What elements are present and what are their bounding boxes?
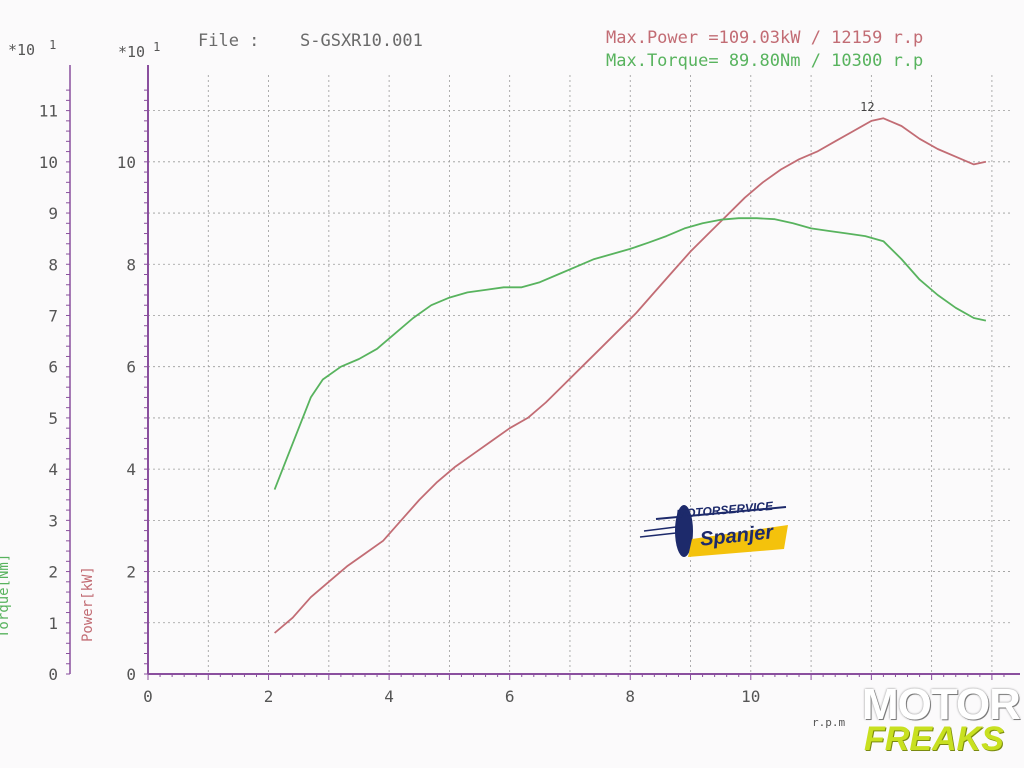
power-tick-label: 10 [117, 153, 136, 172]
torque-tick-label: 11 [39, 102, 58, 121]
torque-tick-label: 7 [48, 306, 58, 325]
file-label: File : [198, 31, 260, 51]
torque-axis-label: Torque[Nm] [0, 553, 12, 638]
power-tick-label: 8 [126, 255, 136, 274]
torque-tick-label: 8 [48, 255, 58, 274]
torque-tick-label: 6 [48, 358, 58, 377]
watermark-line-2: FREAKS [864, 720, 1004, 758]
motorservice-spanjer-logo: MOTORSERVICE Spanjer [636, 497, 806, 573]
chart-series [273, 117, 987, 634]
torque-axis-multiplier: *10 1 [8, 38, 57, 59]
x-unit-label: r.p.m [812, 716, 845, 729]
chart-axes [69, 65, 1020, 675]
torque-tick-label: 5 [48, 409, 58, 428]
x-tick-label: 10 [741, 687, 760, 706]
power-series-line [274, 117, 987, 634]
chart-grid [148, 75, 1010, 674]
power-axis-label: Power[kW] [80, 566, 96, 642]
torque-tick-label: 1 [48, 614, 58, 633]
x-tick-label-partial: 12 [860, 100, 874, 114]
torque-tick-label: 0 [48, 665, 58, 684]
torque-series-line [273, 217, 987, 490]
motorfreaks-watermark: MOTOR FREAKS [862, 680, 1024, 768]
torque-tick-label: 2 [48, 563, 58, 582]
max-torque-readout: Max.Torque= 89.80Nm / 10300 r.p [606, 51, 924, 71]
torque-tick-label: 9 [48, 204, 58, 223]
watermark-line-1: MOTOR [862, 680, 1021, 729]
file-name: S-GSXR10.001 [300, 31, 423, 51]
torque-tick-label: 4 [48, 460, 58, 479]
x-tick-label: 0 [143, 687, 153, 706]
x-tick-label: 8 [625, 687, 635, 706]
x-tick-label: 6 [505, 687, 515, 706]
x-tick-label: 4 [384, 687, 394, 706]
power-tick-label: 2 [126, 563, 136, 582]
max-power-readout: Max.Power =109.03kW / 12159 r.p [606, 28, 924, 48]
torque-tick-label: 3 [48, 511, 58, 530]
power-tick-label: 4 [126, 460, 136, 479]
power-tick-label: 6 [126, 358, 136, 377]
torque-tick-label: 10 [39, 153, 58, 172]
x-tick-label: 2 [264, 687, 274, 706]
power-tick-label: 0 [126, 665, 136, 684]
power-axis-multiplier: *10 1 [118, 40, 161, 61]
